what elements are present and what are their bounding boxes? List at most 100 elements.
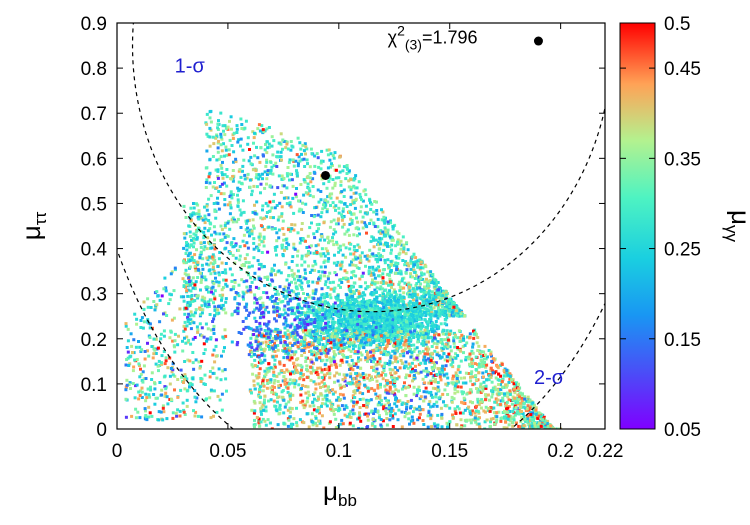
scatter-point <box>393 304 397 308</box>
scatter-point <box>406 313 410 317</box>
scatter-point <box>412 252 416 256</box>
scatter-point <box>411 304 415 307</box>
scatter-point <box>372 336 376 340</box>
scatter-point <box>379 253 382 257</box>
scatter-point <box>427 289 431 293</box>
scatter-point <box>205 204 209 208</box>
scatter-point <box>395 310 399 314</box>
scatter-point <box>215 135 219 139</box>
scatter-point <box>383 384 387 388</box>
scatter-point <box>250 280 254 284</box>
scatter-point <box>520 397 524 400</box>
scatter-point <box>262 265 266 269</box>
scatter-point <box>370 281 374 285</box>
scatter-point <box>213 308 217 312</box>
scatter-point <box>361 291 365 295</box>
scatter-point <box>330 307 334 311</box>
scatter-point <box>310 214 314 217</box>
scatter-point <box>322 332 326 335</box>
scatter-point <box>434 395 438 399</box>
scatter-point <box>306 192 310 196</box>
scatter-point <box>388 387 392 391</box>
scatter-point <box>334 204 338 208</box>
scatter-point <box>203 214 207 218</box>
scatter-point <box>322 252 326 256</box>
scatter-point <box>206 258 210 262</box>
scatter-point <box>282 196 286 200</box>
scatter-point <box>358 232 361 236</box>
scatter-point <box>352 248 356 252</box>
scatter-point <box>468 418 472 422</box>
scatter-point <box>328 334 332 338</box>
scatter-point <box>239 117 243 121</box>
scatter-point <box>205 149 209 153</box>
scatter-point <box>310 305 314 309</box>
scatter-point <box>284 402 288 406</box>
scatter-point <box>292 228 296 232</box>
scatter-point <box>429 417 433 421</box>
scatter-point <box>396 300 400 304</box>
scatter-point <box>360 274 364 278</box>
scatter-point <box>397 297 400 301</box>
scatter-point <box>224 311 228 315</box>
scatter-point <box>405 320 408 324</box>
scatter-point <box>275 334 279 337</box>
scatter-point <box>300 306 304 310</box>
scatter-point <box>216 146 220 150</box>
scatter-point <box>207 305 211 308</box>
scatter-point <box>328 174 332 178</box>
scatter-point <box>361 303 365 307</box>
scatter-point <box>339 200 343 204</box>
scatter-point <box>266 275 270 279</box>
scatter-point <box>372 360 376 364</box>
scatter-point <box>192 206 196 210</box>
scatter-point <box>414 256 418 260</box>
scatter-point <box>452 314 456 318</box>
scatter-point <box>331 186 335 190</box>
scatter-point <box>379 258 383 262</box>
scatter-point <box>224 262 228 265</box>
scatter-point <box>411 410 415 414</box>
scatter-point <box>340 281 344 284</box>
scatter-point <box>266 169 270 173</box>
scatter-point <box>415 282 419 285</box>
scatter-point <box>314 382 318 386</box>
scatter-point <box>285 172 289 176</box>
scatter-point <box>384 288 388 292</box>
scatter-point <box>203 300 207 304</box>
scatter-point <box>240 211 244 215</box>
scatter-point <box>418 296 422 300</box>
scatter-point <box>235 127 239 131</box>
scatter-point <box>451 413 454 417</box>
scatter-point <box>306 174 310 178</box>
scatter-point <box>247 218 251 222</box>
scatter-point <box>282 232 286 236</box>
scatter-point <box>301 237 305 241</box>
scatter-point <box>215 311 218 315</box>
scatter-point <box>407 315 411 319</box>
scatter-point <box>453 387 457 391</box>
scatter-point <box>392 288 396 292</box>
scatter-point <box>203 205 206 209</box>
scatter-point <box>188 314 192 318</box>
scatter-point <box>322 260 326 264</box>
scatter-point <box>281 219 285 223</box>
scatter-point <box>426 270 430 274</box>
scatter-point <box>326 235 330 239</box>
scatter-point <box>524 409 528 413</box>
scatter-point <box>495 418 499 422</box>
scatter-point <box>237 169 241 173</box>
scatter-point <box>345 332 349 336</box>
scatter-point <box>258 238 262 242</box>
scatter-point <box>359 314 363 318</box>
scatter-point <box>345 310 349 314</box>
scatter-point <box>386 222 390 225</box>
scatter-point <box>495 415 499 419</box>
scatter-point <box>386 272 390 276</box>
scatter-point <box>337 246 341 250</box>
scatter-point <box>288 201 292 205</box>
scatter-point <box>425 308 429 312</box>
scatter-point <box>332 218 336 222</box>
scatter-point <box>212 142 216 146</box>
